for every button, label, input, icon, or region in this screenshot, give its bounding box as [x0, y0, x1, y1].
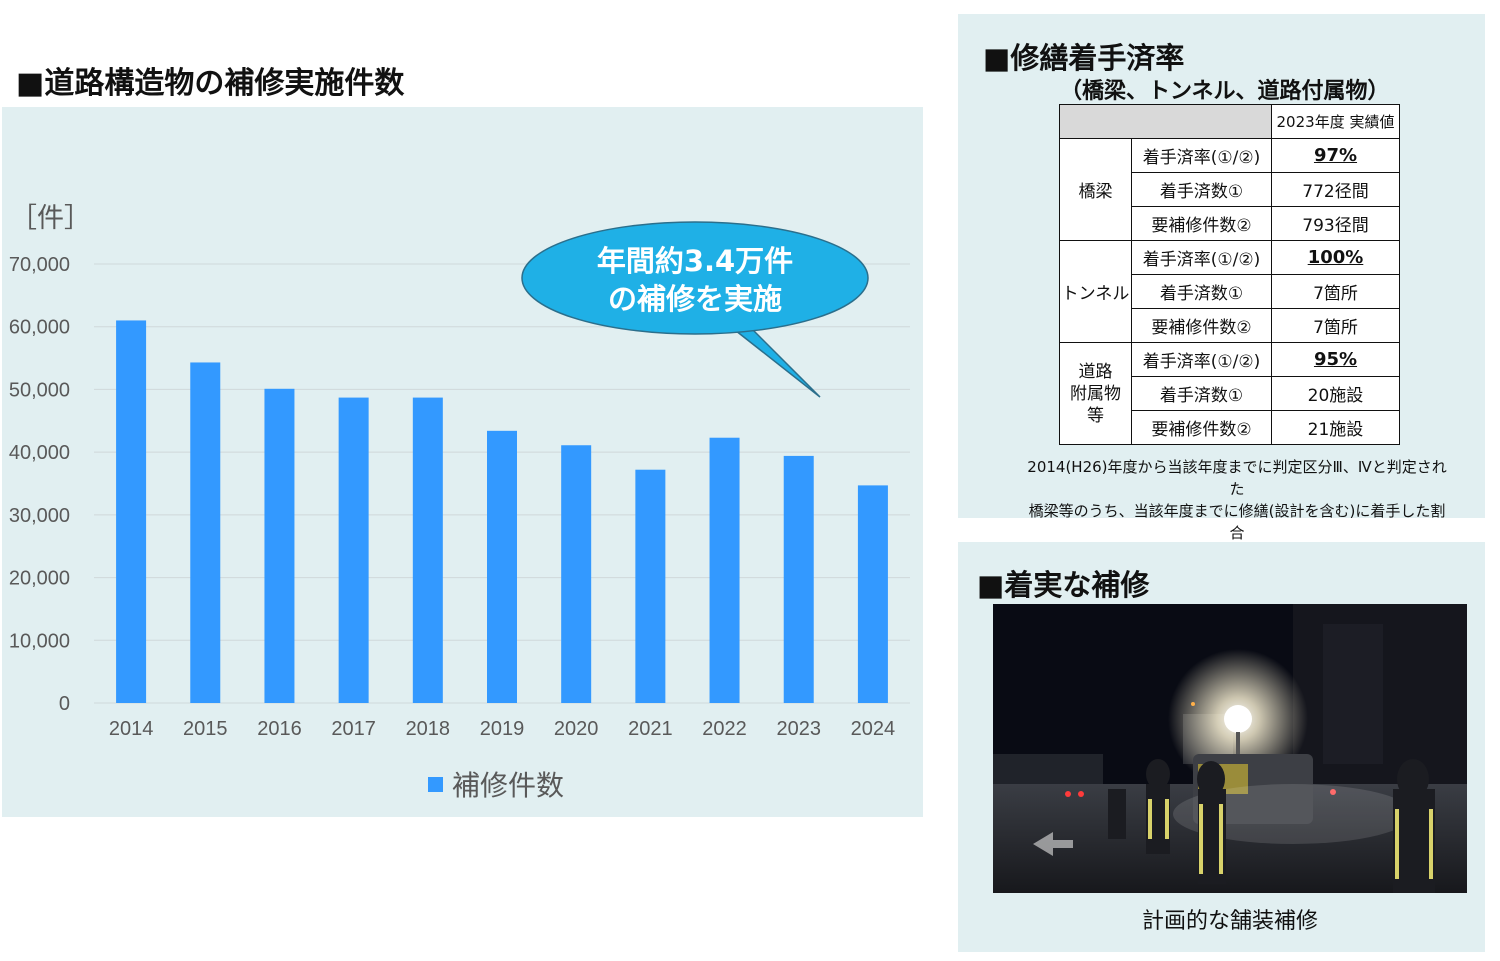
table-row: 要補修件数② 7箇所: [1060, 308, 1400, 343]
table-header-row: 2023年度 実績値: [1059, 104, 1400, 139]
y-tick-label: 60,000: [9, 317, 70, 339]
table-corner-cell: [1059, 104, 1272, 139]
bar-2021: [635, 469, 666, 703]
row-label: 要補修件数②: [1131, 206, 1272, 241]
table-column-header: 2023年度 実績値: [1271, 104, 1400, 139]
y-tick-label: 10,000: [9, 630, 70, 652]
table-row: トンネル 着手済率(①/②) 100%: [1059, 240, 1400, 343]
row-label: 着手済数①: [1131, 376, 1272, 411]
row-value: 7箇所: [1271, 308, 1400, 343]
bar-2014: [116, 320, 147, 703]
group-label-bridge: 橋梁: [1059, 138, 1132, 241]
row-label: 要補修件数②: [1131, 308, 1272, 343]
x-tick-label: 2024: [851, 718, 896, 740]
y-tick-label: 0: [59, 693, 70, 715]
row-value: 793径間: [1271, 206, 1400, 241]
rate-section-subtitle: （橋梁、トンネル、道路付属物）: [1060, 79, 1390, 104]
speech-callout: 年間約3.4万件 の補修を実施: [521, 221, 869, 398]
row-label: 着手済率(①/②): [1131, 342, 1272, 377]
x-tick-label: 2023: [776, 718, 821, 740]
row-label: 着手済数①: [1131, 274, 1272, 309]
group-label-line: 附属物: [1070, 383, 1121, 404]
repair-section-title: ■着実な補修: [977, 568, 1150, 602]
table-row: 着手済数① 20施設: [1060, 376, 1400, 411]
row-value: 7箇所: [1271, 274, 1400, 309]
bar-2018: [412, 397, 443, 703]
group-label-tunnel: トンネル: [1059, 240, 1132, 343]
callout-line-1: 年間約3.4万件: [597, 244, 793, 278]
chart-panel: 0 10,000 20,000 30,000 40,000 50,000 60,000 70,…: [2, 107, 923, 817]
table-row: 要補修件数② 793径間: [1060, 206, 1400, 241]
x-tick-label: 2020: [554, 718, 599, 740]
row-label: 要補修件数②: [1131, 410, 1272, 445]
y-unit-label: ［件］: [10, 203, 91, 234]
night-paving-photo: [993, 604, 1467, 893]
rate-table: 2023年度 実績値 橋梁 着手済率(①/②) 97% 着手済数① 772径間 …: [1059, 104, 1400, 445]
row-value: 20施設: [1271, 376, 1400, 411]
group-label-line: 等: [1087, 405, 1104, 426]
rate-footnote: 2014(H26)年度から当該年度までに判定区分Ⅲ、Ⅳと判定された 橋梁等のうち…: [1022, 456, 1452, 544]
bar-2016: [264, 388, 295, 703]
callout-ellipse: [521, 221, 869, 335]
table-row: 道路 附属物 等 着手済率(①/②) 95%: [1059, 342, 1400, 445]
row-label: 着手済率(①/②): [1131, 138, 1272, 173]
x-tick-label: 2019: [480, 718, 525, 740]
chart-title: ■道路構造物の補修実施件数: [16, 66, 405, 101]
x-tick-label: 2017: [331, 718, 376, 740]
x-tick-label: 2018: [406, 718, 451, 740]
photo-caption: 計画的な舗装補修: [1141, 909, 1318, 934]
row-label: 着手済率(①/②): [1131, 240, 1272, 275]
callout-line-2: の補修を実施: [608, 282, 782, 316]
bar-2022: [709, 437, 740, 703]
bar-2017: [338, 397, 369, 703]
bar-2020: [561, 445, 592, 703]
y-tick-label: 40,000: [9, 442, 70, 464]
y-tick-label: 20,000: [9, 568, 70, 590]
footnote-line: 橋梁等のうち、当該年度までに修繕(設計を含む)に着手した割合: [1028, 502, 1446, 542]
y-tick-label: 50,000: [9, 379, 70, 401]
rate-section-title: ■修繕着手済率: [983, 41, 1185, 75]
rate-value: 95%: [1271, 342, 1400, 377]
bar-2019: [487, 430, 517, 703]
x-tick-label: 2022: [702, 718, 747, 740]
legend-label: 補修件数: [452, 769, 564, 802]
row-label: 着手済数①: [1131, 172, 1272, 207]
legend: 補修件数: [428, 769, 564, 802]
table-row: 橋梁 着手済率(①/②) 97%: [1059, 138, 1400, 241]
x-tick-label: 2014: [109, 718, 154, 740]
y-tick-label: 30,000: [9, 505, 70, 527]
bar-2015: [190, 362, 221, 703]
x-tick-label: 2016: [257, 718, 302, 740]
bar-chart: 0 10,000 20,000 30,000 40,000 50,000 60,000 70,…: [9, 203, 910, 802]
bar-2023: [783, 455, 814, 703]
row-value: 21施設: [1271, 410, 1400, 445]
x-tick-label: 2015: [183, 718, 228, 740]
x-tick-label: 2021: [628, 718, 673, 740]
y-tick-label: 70,000: [9, 254, 70, 276]
group-label-facilities: 道路 附属物 等: [1059, 342, 1132, 445]
group-label-line: 道路: [1078, 361, 1113, 382]
rate-value: 97%: [1271, 138, 1400, 173]
table-row: 要補修件数② 21施設: [1060, 410, 1400, 445]
legend-swatch: [428, 777, 443, 792]
rate-value: 100%: [1271, 240, 1400, 275]
footnote-line: 2014(H26)年度から当該年度までに判定区分Ⅲ、Ⅳと判定された: [1027, 458, 1447, 498]
bar-2024: [857, 485, 888, 703]
row-value: 772径間: [1271, 172, 1400, 207]
